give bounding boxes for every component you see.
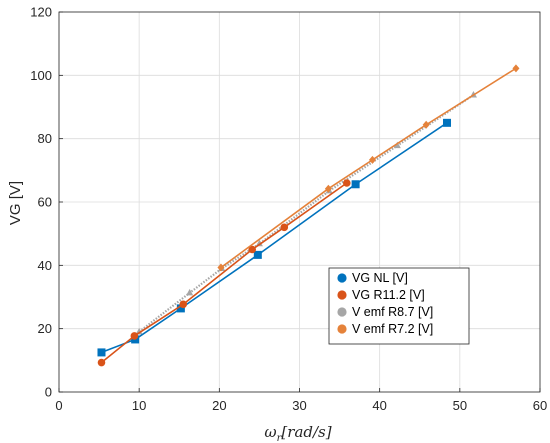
legend-marker — [337, 307, 347, 317]
data-point — [130, 332, 139, 340]
legend-marker — [337, 273, 347, 283]
data-point — [443, 118, 452, 127]
y-tick-label: 20 — [38, 321, 52, 336]
x-axis-label: ωr[rad/s] — [264, 423, 331, 443]
data-point — [186, 288, 194, 296]
series-layer — [97, 64, 520, 367]
legend-label: V emf R8.7 [V] — [352, 305, 433, 319]
data-point — [255, 239, 263, 247]
data-point — [393, 141, 401, 149]
data-point — [97, 358, 106, 367]
data-point — [135, 327, 143, 335]
y-tick-label: 0 — [45, 385, 52, 400]
data-point — [176, 304, 185, 313]
data-point — [217, 263, 225, 272]
data-point — [253, 250, 262, 259]
y-tick-label: 100 — [30, 68, 52, 83]
data-point — [324, 184, 332, 193]
y-tick-label: 120 — [30, 5, 52, 20]
data-point — [368, 155, 376, 164]
series-line — [101, 122, 448, 354]
legend: VG NL [V] VG R11.2 [V] V emf R8.7 [V] V emf… — [328, 267, 470, 345]
data-point — [97, 348, 106, 357]
data-point — [512, 64, 520, 73]
x-tick-label: 60 — [533, 398, 547, 413]
data-point — [351, 180, 360, 189]
series-line — [100, 182, 348, 364]
x-tick-label: 50 — [453, 398, 467, 413]
y-axis-label: VG [V] — [7, 181, 24, 225]
data-point — [280, 223, 289, 232]
data-point — [179, 300, 188, 309]
legend-marker — [337, 324, 347, 334]
series-1 — [97, 179, 351, 367]
series-3 — [217, 64, 520, 272]
x-tick-label: 30 — [292, 398, 306, 413]
tick-labels: 0 10 20 30 40 50 60 0 20 40 60 80 100 120 — [30, 5, 547, 414]
legend-box — [328, 267, 470, 345]
legend-marker — [337, 290, 347, 300]
data-point — [422, 120, 430, 129]
legend-label: V emf R7.2 [V] — [352, 322, 433, 336]
data-point — [248, 245, 257, 254]
legend-label: VG NL [V] — [352, 271, 408, 285]
y-tick-label: 40 — [38, 258, 52, 273]
x-tick-label: 20 — [212, 398, 226, 413]
x-tick-label: 0 — [55, 398, 62, 413]
x-tick-label: 40 — [372, 398, 386, 413]
x-tick-label: 10 — [132, 398, 146, 413]
y-tick-label: 60 — [38, 195, 52, 210]
y-tick-label: 80 — [38, 131, 52, 146]
data-point — [342, 179, 351, 187]
series-line — [220, 67, 517, 269]
legend-label: VG R11.2 [V] — [352, 288, 425, 302]
axes — [58, 11, 541, 393]
